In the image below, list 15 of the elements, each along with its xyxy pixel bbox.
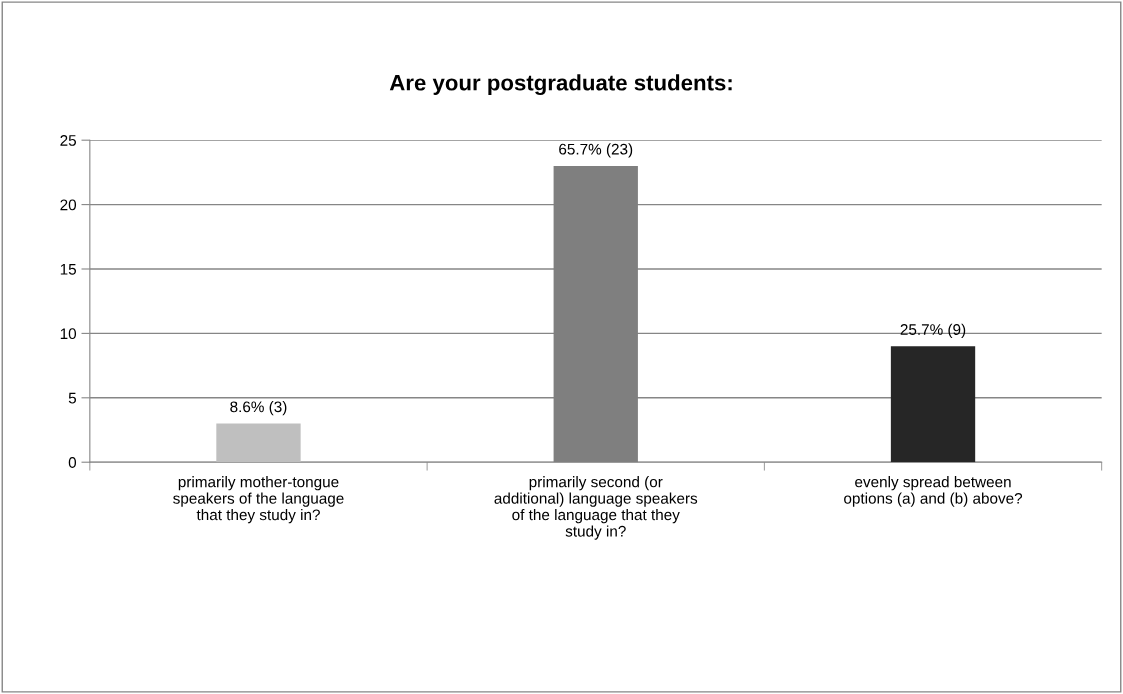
y-tick-label: 15	[60, 264, 77, 275]
data-label: 8.6% (3)	[230, 400, 287, 416]
x-tick-label: primarily mother-tongue speakers of the language that they study in?	[173, 476, 344, 524]
chart-title: Are your postgraduate students:	[389, 74, 732, 96]
data-label: 65.7% (23)	[559, 143, 633, 158]
y-tick-label: 25	[60, 135, 77, 146]
y-tick-label: 5	[68, 392, 77, 404]
y-tick-label: 20	[60, 199, 77, 211]
x-tick-label: primarily second (or additional) language speakers of the language that they study in?	[494, 476, 698, 540]
data-label: 25.7% (9)	[900, 323, 966, 338]
bar	[216, 423, 301, 463]
bar	[890, 346, 976, 463]
x-tick-label: evenly spread between options (a) and (b) above?	[844, 476, 1023, 507]
y-tick-label: 10	[60, 328, 77, 340]
y-tick-label: 0	[68, 457, 77, 468]
